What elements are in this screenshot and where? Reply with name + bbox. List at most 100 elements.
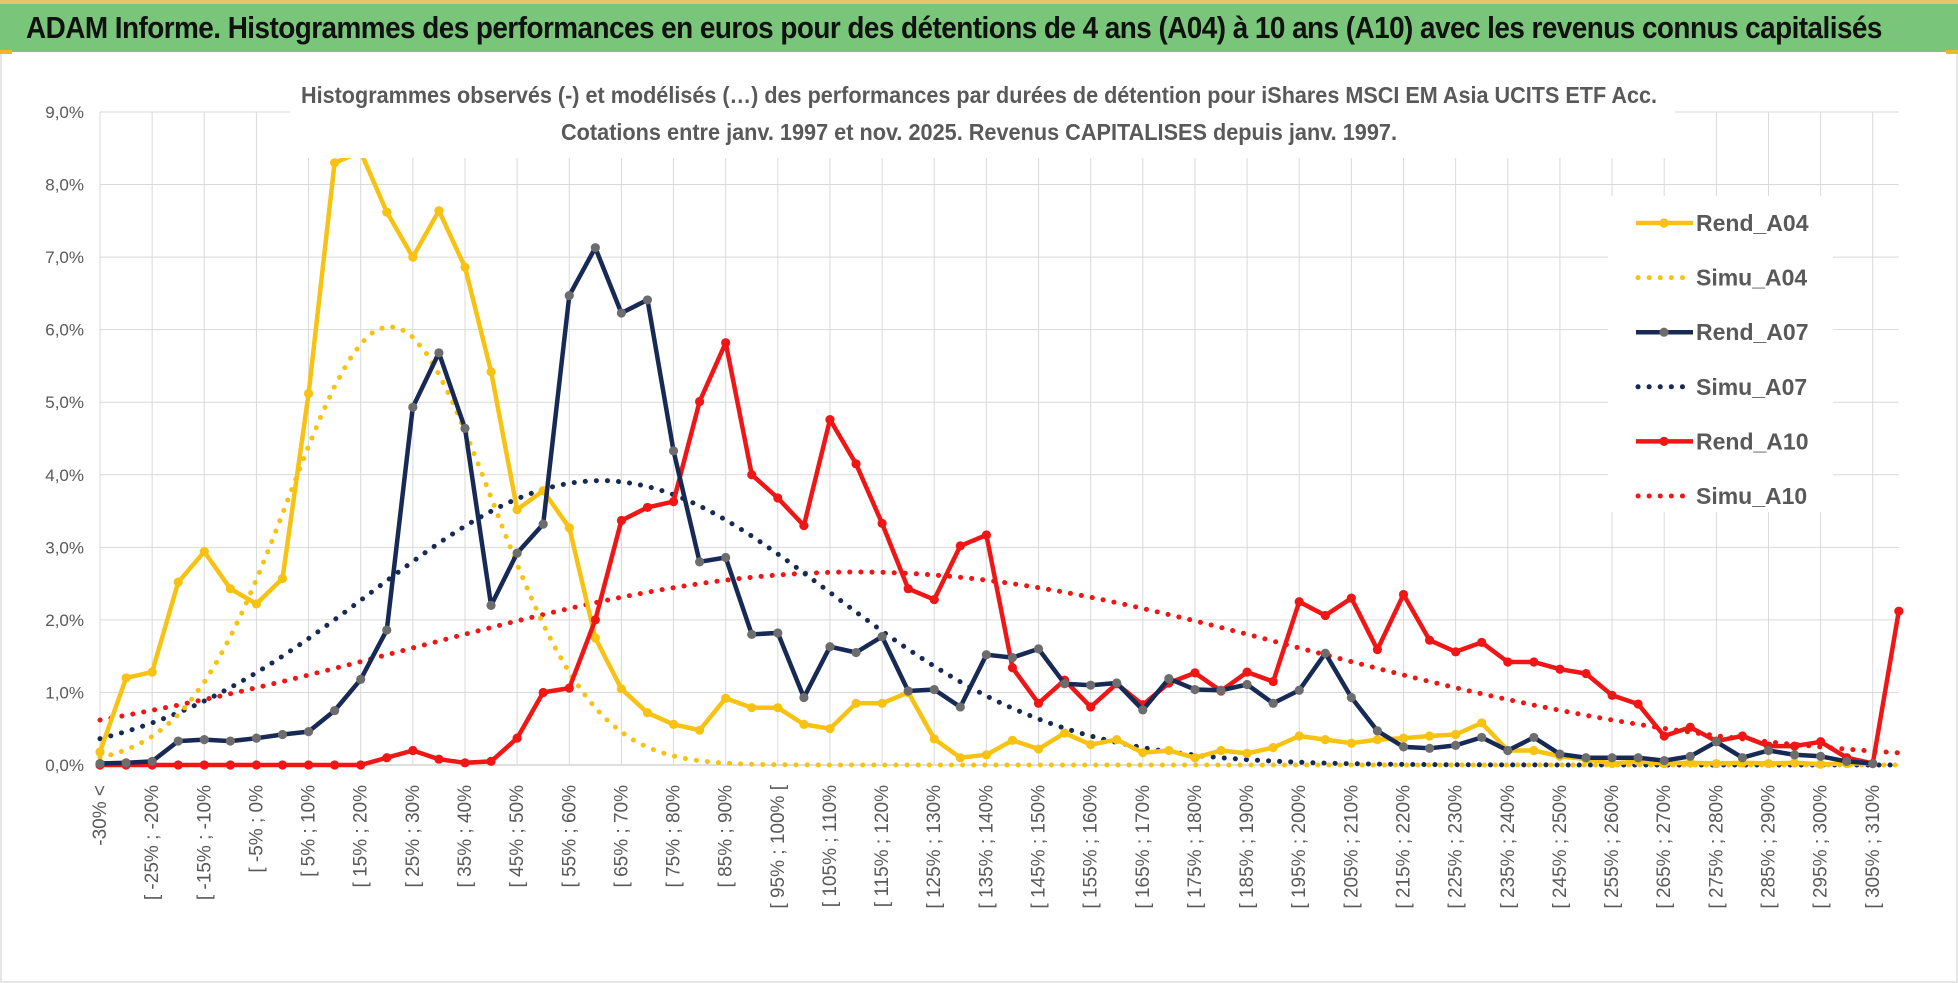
point-rend_a04: [1164, 745, 1174, 756]
chart-subtitle: Cotations entre janv. 1997 et nov. 2025.…: [561, 119, 1397, 145]
x-tick-label: [ -25% ; -20%: [142, 785, 163, 900]
point-rend_a10: [1294, 597, 1304, 607]
point-rend_a10: [929, 594, 939, 605]
point-rend_a07: [929, 684, 939, 695]
point-rend_a10: [590, 615, 600, 625]
x-tick-label: [ 305% ; 310%: [1863, 785, 1884, 909]
point-rend_a07: [1242, 679, 1252, 690]
point-rend_a04: [382, 207, 392, 217]
point-rend_a04: [1477, 718, 1487, 728]
point-rend_a10: [1477, 637, 1487, 647]
point-rend_a07: [1424, 743, 1435, 753]
legend-marker: [1659, 436, 1669, 446]
x-tick-label: -30% <: [90, 785, 111, 846]
point-rend_a10: [1816, 737, 1826, 747]
point-rend_a07: [1816, 751, 1826, 761]
point-rend_a10: [1789, 741, 1800, 751]
point-rend_a04: [303, 388, 314, 399]
point-rend_a10: [356, 760, 366, 770]
point-rend_a04: [277, 573, 288, 584]
point-rend_a10: [1659, 731, 1669, 741]
series-simu_a10: [97, 569, 1902, 756]
point-rend_a04: [1294, 731, 1304, 741]
x-tick-label: [ 255% ; 260%: [1602, 785, 1623, 909]
point-rend_a10: [747, 470, 757, 480]
x-tick-label: [ 175% ; 180%: [1185, 785, 1206, 909]
point-rend_a04: [1268, 742, 1278, 753]
point-rend_a10: [512, 733, 522, 743]
point-rend_a10: [1685, 722, 1695, 732]
point-rend_a07: [1138, 705, 1148, 715]
point-rend_a07: [825, 642, 835, 652]
point-rend_a10: [668, 497, 679, 507]
point-rend_a10: [903, 584, 913, 594]
point-rend_a07: [773, 628, 783, 638]
point-rend_a07: [1868, 758, 1878, 769]
y-tick-label: 4,0%: [45, 466, 84, 485]
point-rend_a07: [538, 519, 548, 529]
y-axis-ticks: 0,0% 1,0% 2,0% 3,0% 4,0% 5,0% 6,0% 7,0% 8,0% 9,0%: [45, 103, 84, 775]
point-rend_a07: [95, 758, 105, 769]
x-tick-label: [ 95% ; 100% [: [768, 784, 789, 908]
point-rend_a04: [721, 693, 731, 703]
title-background: [290, 76, 1675, 158]
point-rend_a10: [1346, 593, 1356, 603]
y-tick-label: 0,0%: [45, 756, 84, 775]
point-rend_a10: [1033, 698, 1044, 708]
x-tick-label: [ 215% ; 220%: [1394, 785, 1415, 909]
point-rend_a10: [277, 760, 288, 770]
point-rend_a04: [1190, 753, 1200, 763]
point-rend_a07: [1190, 684, 1200, 695]
point-rend_a04: [121, 673, 131, 683]
point-rend_a10: [434, 754, 444, 764]
point-rend_a10: [1607, 690, 1617, 700]
x-tick-label: [ 185% ; 190%: [1237, 785, 1258, 909]
point-rend_a04: [1086, 740, 1096, 750]
point-rend_a04: [1398, 733, 1409, 743]
point-rend_a10: [773, 493, 783, 503]
point-rend_a04: [1372, 735, 1383, 745]
x-tick-label: [ -5% ; 0%: [246, 785, 267, 873]
point-rend_a10: [825, 415, 835, 425]
point-rend_a07: [1555, 749, 1565, 759]
legend-label: Rend_A04: [1696, 210, 1809, 236]
point-rend_a07: [1164, 674, 1174, 684]
report-banner: ADAM Informe. Histogrammes des performan…: [0, 0, 1958, 52]
point-rend_a10: [721, 338, 731, 348]
point-rend_a10: [955, 541, 965, 551]
point-rend_a04: [1033, 744, 1044, 754]
point-rend_a07: [877, 631, 887, 642]
point-rend_a07: [486, 600, 496, 610]
point-rend_a07: [147, 756, 157, 766]
point-rend_a07: [1294, 685, 1304, 695]
point-rend_a10: [1268, 676, 1278, 687]
point-rend_a07: [1659, 756, 1669, 766]
point-rend_a04: [981, 750, 991, 760]
point-rend_a04: [877, 698, 887, 708]
point-rend_a07: [1112, 678, 1122, 688]
point-rend_a10: [486, 756, 496, 766]
x-tick-label: [ 75% ; 80%: [664, 785, 685, 888]
point-rend_a07: [1059, 679, 1070, 689]
point-rend_a04: [330, 158, 340, 168]
corner-mark-left: [0, 50, 12, 54]
x-tick-label: [ 295% ; 300%: [1811, 785, 1832, 909]
y-tick-label: 9,0%: [45, 103, 84, 122]
point-rend_a07: [1633, 753, 1643, 763]
y-tick-label: 8,0%: [45, 176, 84, 195]
point-rend_a07: [851, 647, 861, 658]
point-rend_a04: [147, 667, 157, 677]
legend-marker: [1659, 327, 1669, 337]
point-rend_a04: [747, 703, 757, 713]
point-rend_a04: [1451, 729, 1461, 740]
x-tick-label: [ 235% ; 240%: [1498, 785, 1519, 909]
legend-label: Simu_A07: [1696, 374, 1807, 400]
point-rend_a07: [1216, 685, 1226, 695]
point-rend_a10: [408, 745, 418, 756]
point-rend_a04: [825, 724, 835, 734]
point-rend_a10: [330, 760, 340, 770]
x-tick-label: [ 125% ; 130%: [924, 785, 945, 909]
point-rend_a07: [1477, 732, 1487, 743]
point-rend_a04: [564, 523, 574, 533]
point-rend_a10: [251, 760, 262, 770]
